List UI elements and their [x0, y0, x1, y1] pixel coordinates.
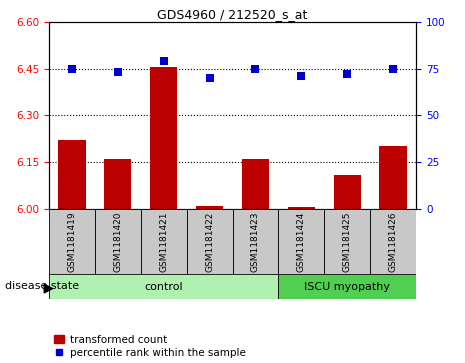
Bar — [279, 274, 416, 299]
Point — [344, 71, 351, 77]
Text: GSM1181421: GSM1181421 — [159, 211, 168, 272]
Text: GSM1181419: GSM1181419 — [67, 211, 76, 272]
Text: GSM1181423: GSM1181423 — [251, 211, 260, 272]
Bar — [49, 274, 279, 299]
Point — [68, 66, 75, 72]
Text: GSM1181425: GSM1181425 — [343, 211, 352, 272]
Bar — [325, 209, 370, 274]
Bar — [49, 209, 95, 274]
Text: disease state: disease state — [5, 281, 79, 291]
Bar — [196, 205, 223, 209]
Bar — [150, 67, 177, 209]
Text: control: control — [144, 282, 183, 292]
Bar — [140, 209, 186, 274]
Bar — [104, 159, 132, 209]
Bar — [333, 175, 361, 209]
Bar — [232, 209, 279, 274]
Text: GSM1181422: GSM1181422 — [205, 211, 214, 272]
Point — [252, 66, 259, 72]
Legend: transformed count, percentile rank within the sample: transformed count, percentile rank withi… — [54, 335, 246, 358]
Bar — [370, 209, 416, 274]
Bar — [58, 140, 86, 209]
Text: GSM1181424: GSM1181424 — [297, 211, 306, 272]
Point — [160, 58, 167, 64]
Bar — [242, 159, 269, 209]
Bar — [287, 207, 315, 209]
Point — [114, 69, 121, 75]
Point — [390, 66, 397, 72]
Bar — [279, 209, 324, 274]
Title: GDS4960 / 212520_s_at: GDS4960 / 212520_s_at — [157, 8, 308, 21]
Bar — [95, 209, 140, 274]
Bar — [186, 209, 232, 274]
Point — [206, 75, 213, 81]
Text: GSM1181426: GSM1181426 — [389, 211, 398, 272]
Point — [298, 73, 305, 79]
Bar — [379, 146, 407, 209]
Text: ISCU myopathy: ISCU myopathy — [304, 282, 390, 292]
Polygon shape — [44, 284, 53, 293]
Text: GSM1181420: GSM1181420 — [113, 211, 122, 272]
